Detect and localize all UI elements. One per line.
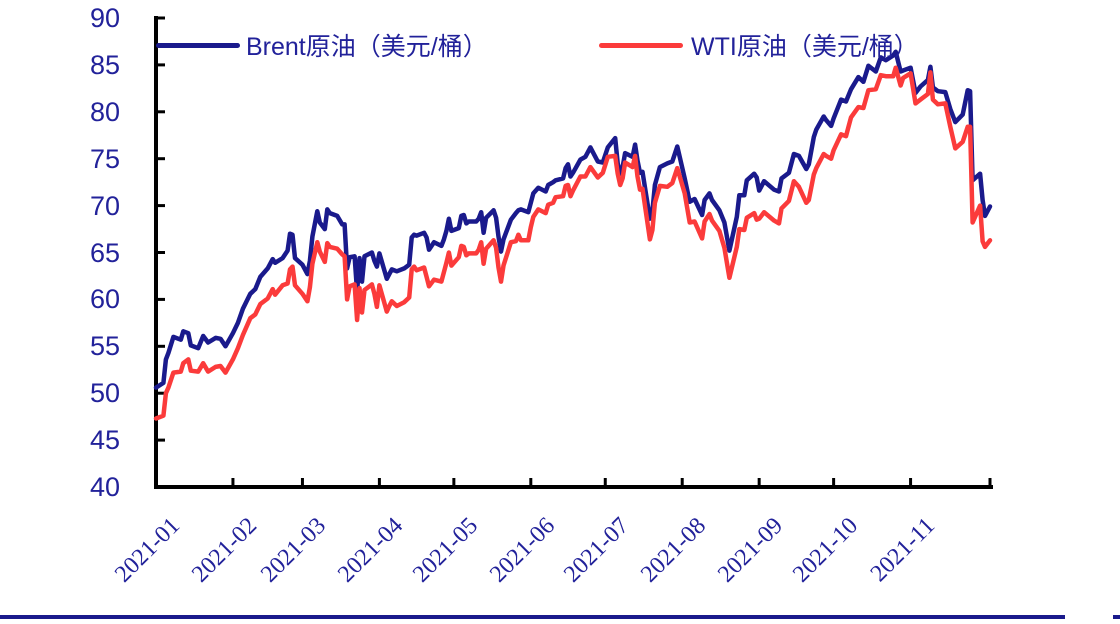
y-axis-tick-label: 80	[89, 96, 120, 127]
y-axis-tick-label: 50	[89, 378, 120, 409]
y-axis-tick-label: 85	[89, 49, 120, 80]
y-axis-tick-label: 90	[89, 3, 120, 33]
brent-series-line	[153, 49, 993, 390]
y-axis-tick-label: 60	[89, 284, 120, 315]
footer-divider-right-segment	[1113, 615, 1120, 619]
wti-legend-line-icon	[599, 42, 683, 48]
brent-legend-line-icon	[156, 42, 240, 48]
legend-item-wti: WTI原油（美元/桶）	[599, 27, 919, 63]
y-axis-tick-label: 65	[89, 237, 120, 268]
legend-item-brent: Brent原油（美元/桶）	[156, 27, 488, 63]
legend-label-brent: Brent原油（美元/桶）	[246, 33, 488, 61]
y-axis-tick-label: 40	[89, 472, 120, 502]
wti-series-line	[153, 65, 993, 421]
legend-label-wti: WTI原油（美元/桶）	[691, 33, 919, 61]
footer-divider	[0, 615, 1065, 619]
y-axis-tick-label: 45	[89, 425, 120, 456]
y-axis-tick-label: 55	[89, 331, 120, 362]
y-axis-tick-label: 75	[89, 143, 120, 174]
chart-legend: Brent原油（美元/桶） WTI原油（美元/桶）	[0, 0, 1120, 70]
y-axis-tick-label: 70	[89, 190, 120, 221]
